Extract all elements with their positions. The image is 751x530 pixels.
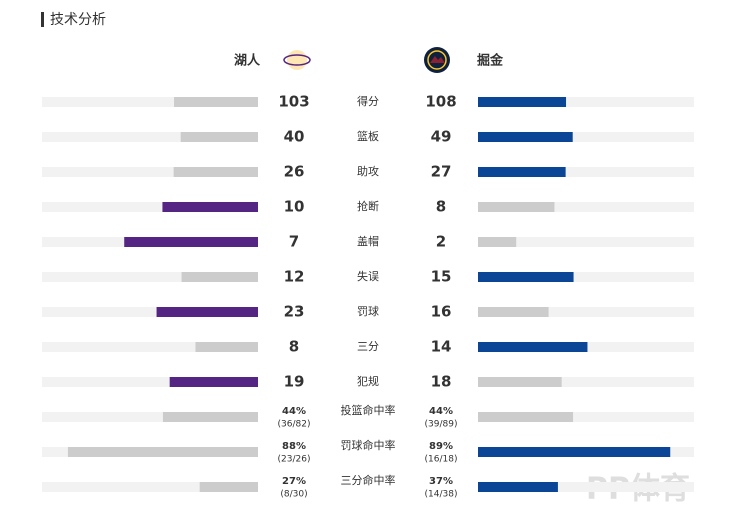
home-bar	[174, 97, 258, 107]
bar-track	[478, 237, 694, 247]
home-bar	[169, 377, 258, 387]
home-value: 10	[284, 198, 305, 216]
home-bar	[173, 167, 258, 177]
home-detail: (8/30)	[280, 490, 307, 500]
away-value: 37%	[429, 476, 453, 487]
away-logo	[424, 47, 450, 73]
away-bar	[478, 412, 574, 422]
bar-track	[478, 377, 694, 387]
bar-track	[478, 202, 694, 212]
away-bar	[478, 342, 588, 352]
stat-label: 篮板	[357, 129, 379, 143]
away-detail: (14/38)	[425, 490, 458, 500]
away-bar	[478, 447, 671, 457]
away-value: 14	[431, 338, 452, 356]
home-bar	[124, 237, 258, 247]
away-bar	[478, 482, 558, 492]
away-value: 108	[425, 93, 456, 111]
home-bar	[199, 482, 258, 492]
bar-track	[42, 202, 258, 212]
stat-label: 罚球命中率	[341, 438, 396, 452]
home-logo	[283, 50, 311, 70]
bar-track	[478, 97, 694, 107]
home-value: 19	[284, 373, 305, 391]
stat-label: 犯规	[357, 374, 379, 388]
bar-track	[478, 132, 694, 142]
away-bar	[478, 97, 567, 107]
bar-track	[42, 482, 258, 492]
stat-label: 抢断	[357, 199, 379, 213]
stat-label: 三分命中率	[341, 473, 396, 487]
home-value: 88%	[282, 441, 306, 452]
away-detail: (16/18)	[425, 455, 458, 465]
home-bar	[67, 447, 258, 457]
bar-track	[42, 272, 258, 282]
home-bar	[181, 272, 258, 282]
bar-track	[42, 307, 258, 317]
stat-label: 失误	[357, 270, 379, 283]
bar-track	[42, 167, 258, 177]
bar-track	[42, 342, 258, 352]
home-value: 103	[278, 93, 309, 111]
home-detail: (23/26)	[278, 455, 311, 465]
home-bar	[180, 132, 258, 142]
away-bar	[478, 377, 562, 387]
bar-track	[478, 167, 694, 177]
home-team: 湖人	[234, 53, 261, 69]
stat-label: 罚球	[357, 304, 379, 318]
away-detail: (39/89)	[425, 420, 458, 430]
stat-label: 得分	[357, 95, 379, 108]
home-value: 40	[284, 128, 305, 146]
bar-track	[42, 132, 258, 142]
away-team: 掘金	[477, 53, 504, 69]
bar-track	[42, 377, 258, 387]
stat-label: 助攻	[357, 164, 379, 178]
away-value: 15	[431, 268, 452, 286]
away-value: 2	[436, 233, 446, 251]
home-value: 12	[284, 268, 305, 286]
away-value: 16	[431, 303, 452, 321]
home-value: 44%	[282, 406, 306, 417]
home-value: 8	[289, 338, 299, 356]
title-marker	[41, 12, 44, 27]
bar-track	[42, 412, 258, 422]
away-value: 44%	[429, 406, 453, 417]
home-bar	[156, 307, 258, 317]
away-value: 27	[431, 163, 452, 181]
home-bar	[195, 342, 258, 352]
away-bar	[478, 307, 549, 317]
bar-track	[478, 412, 694, 422]
section-title: 技术分析	[50, 12, 106, 28]
home-value: 7	[289, 233, 299, 251]
away-bar	[478, 237, 517, 247]
home-bar	[162, 202, 258, 212]
away-bar	[478, 167, 566, 177]
bar-track	[478, 482, 694, 492]
away-bar	[478, 272, 574, 282]
home-value: 23	[284, 303, 305, 321]
stat-label: 投篮命中率	[341, 403, 396, 417]
bar-track	[478, 272, 694, 282]
away-value: 89%	[429, 441, 453, 452]
stat-label: 盖帽	[357, 234, 379, 248]
home-bar	[162, 412, 258, 422]
away-value: 49	[431, 128, 452, 146]
bar-track	[42, 97, 258, 107]
stat-label: 三分	[357, 340, 379, 353]
home-detail: (36/82)	[278, 420, 311, 430]
home-value: 26	[284, 163, 305, 181]
away-value: 8	[436, 198, 446, 216]
away-value: 18	[431, 373, 452, 391]
bar-track	[478, 307, 694, 317]
home-value: 27%	[282, 476, 306, 487]
away-bar	[478, 202, 555, 212]
away-bar	[478, 132, 573, 142]
